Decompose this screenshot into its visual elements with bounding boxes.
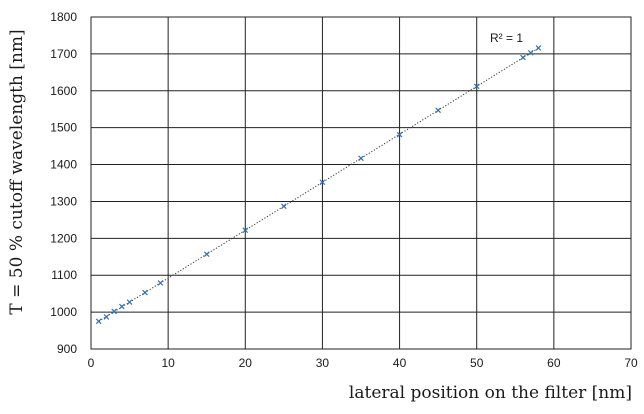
data-point [142,289,148,296]
y-axis-title: T = 50 % cutoff wavelength [nm] [7,29,27,314]
data-point [396,131,403,138]
data-point [520,54,526,61]
y-tick-label: 1300 [50,194,77,208]
data-point [95,318,102,325]
x-tick-label: 50 [470,356,484,370]
trendline [98,47,539,322]
x-tick-label: 60 [547,356,561,370]
y-tick-label: 1400 [50,158,77,172]
y-tick-label: 1600 [50,84,77,98]
y-tick-label: 1000 [50,305,77,319]
y-tick-label: 1200 [50,231,77,245]
data-points [95,45,542,325]
plot-frame [90,16,632,350]
data-point [119,303,125,310]
x-axis-title: lateral position on the filter [nm] [349,383,632,403]
plot-area [90,16,632,350]
data-point [527,49,534,56]
x-tick-label: 20 [239,356,253,370]
y-tick-label: 1800 [50,10,77,24]
x-tick-label: 0 [88,356,95,370]
y-tick-label: 900 [57,342,77,356]
gridlines [91,17,631,349]
x-axis-ticks: 0 10 20 30 40 50 60 70 [88,356,638,370]
data-point [242,227,249,234]
y-tick-label: 1700 [50,47,77,61]
data-point [535,45,542,51]
data-point [111,308,117,315]
data-point [319,179,326,186]
r-squared-label: R² = 1 [490,31,523,45]
y-axis-ticks: 900 1000 1100 1200 1300 1400 1500 1600 1700 1800 [50,10,77,356]
data-point [203,251,210,258]
x-tick-label: 10 [161,356,175,370]
x-tick-label: 30 [316,356,330,370]
data-point [157,280,164,286]
data-point [281,203,287,210]
data-point [435,107,441,114]
data-point [103,314,110,320]
y-tick-label: 1500 [50,121,77,135]
data-point [473,83,480,90]
trendline-path [98,47,539,322]
data-point [358,155,364,162]
x-tick-label: 40 [393,356,407,370]
x-tick-label: 70 [624,356,638,370]
data-point [126,299,133,305]
y-tick-label: 1100 [51,268,77,282]
